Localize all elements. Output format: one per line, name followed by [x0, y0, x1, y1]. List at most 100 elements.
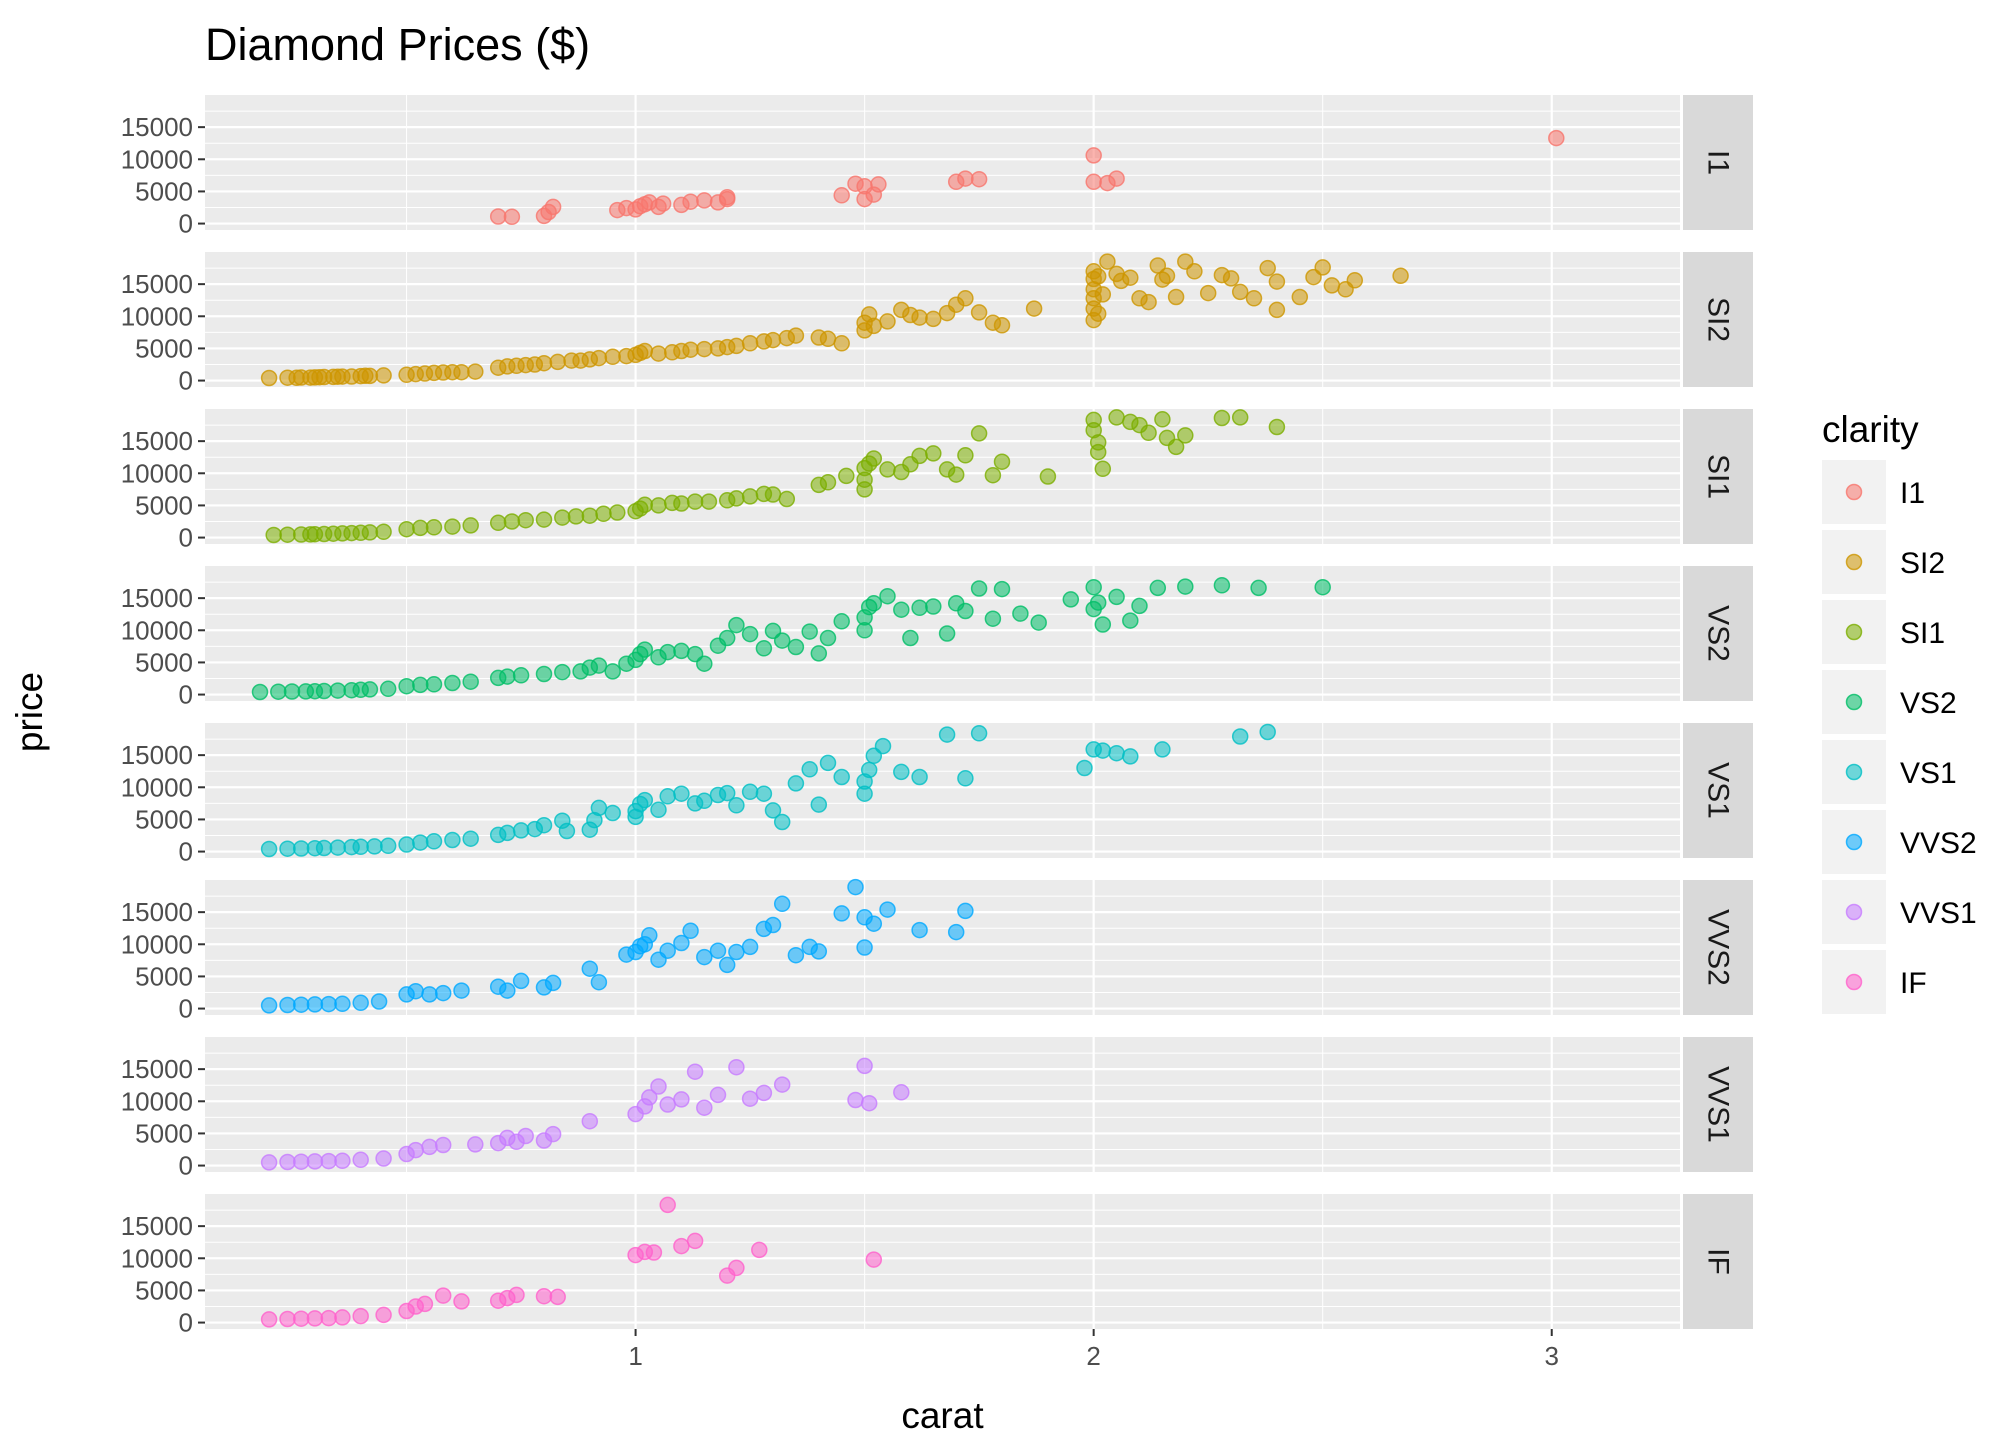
- data-point: [957, 290, 974, 307]
- data-point: [636, 641, 654, 658]
- data-point: [581, 1112, 599, 1130]
- facet-strip-label: I1: [1702, 150, 1735, 175]
- data-point: [773, 895, 791, 913]
- legend-label: SI2: [1900, 547, 1945, 580]
- data-point: [499, 824, 516, 842]
- data-point: [970, 170, 988, 188]
- data-point: [379, 837, 397, 855]
- data-point: [581, 507, 599, 524]
- data-point: [1177, 578, 1194, 595]
- data-point: [970, 580, 988, 597]
- data-point: [810, 645, 828, 662]
- legend: clarity I1 SI2 SI1 VS2 VS1 VVS2 VVS1 IF: [1822, 409, 1977, 1014]
- legend-key-point: [1845, 693, 1863, 711]
- data-point: [636, 342, 654, 360]
- data-point: [270, 683, 287, 700]
- data-point: [911, 921, 928, 939]
- data-point: [865, 595, 883, 612]
- data-point: [860, 761, 878, 779]
- data-point: [1231, 728, 1249, 745]
- data-point: [819, 629, 837, 647]
- data-point: [535, 665, 553, 683]
- data-point: [283, 683, 301, 700]
- y-tick-label: 15000: [121, 269, 193, 299]
- data-point: [984, 610, 1002, 627]
- data-point: [957, 770, 974, 787]
- data-point: [1259, 723, 1276, 741]
- data-point: [544, 1125, 562, 1143]
- data-point: [728, 337, 745, 355]
- data-point: [1094, 286, 1112, 303]
- data-point: [590, 657, 608, 674]
- data-point: [434, 1136, 452, 1154]
- data-point: [787, 327, 805, 344]
- data-point: [874, 737, 892, 755]
- data-point: [938, 726, 956, 743]
- data-point: [718, 784, 736, 802]
- data-point: [1085, 173, 1102, 191]
- data-point: [970, 725, 988, 742]
- chart-title: Diamond Prices ($): [205, 19, 590, 70]
- legend-key-point: [1845, 483, 1863, 501]
- data-point: [1094, 616, 1112, 633]
- data-point: [320, 1152, 337, 1170]
- data-point: [847, 1091, 864, 1109]
- data-point: [1177, 427, 1194, 444]
- data-point: [682, 193, 699, 210]
- data-point: [810, 796, 828, 813]
- data-point: [604, 348, 621, 366]
- data-point: [407, 1141, 424, 1159]
- y-tick-label: 0: [179, 994, 193, 1024]
- data-point: [870, 176, 887, 193]
- data-point: [1108, 744, 1125, 762]
- data-point: [279, 526, 296, 543]
- legend-key-point: [1845, 833, 1863, 851]
- legend-label: VS2: [1900, 687, 1957, 720]
- data-point: [1089, 305, 1107, 322]
- data-point: [590, 973, 608, 991]
- data-point: [421, 986, 438, 1003]
- data-point: [375, 1150, 392, 1167]
- data-point: [696, 655, 713, 672]
- data-point: [554, 509, 571, 526]
- data-point: [741, 1090, 759, 1107]
- data-point: [292, 1153, 310, 1170]
- data-point: [728, 490, 745, 507]
- x-tick-label: 2: [1086, 1341, 1100, 1371]
- data-point: [535, 816, 553, 834]
- data-point: [1089, 443, 1107, 461]
- data-point: [361, 524, 379, 541]
- data-point: [879, 461, 896, 478]
- legend-key-point: [1845, 973, 1863, 991]
- data-point: [728, 616, 745, 634]
- data-point: [260, 997, 278, 1014]
- y-tick-label: 0: [179, 1151, 193, 1181]
- data-point: [1122, 612, 1139, 629]
- legend-title: clarity: [1822, 409, 1919, 450]
- data-point: [379, 680, 397, 698]
- facet-strip-label: SI1: [1702, 454, 1735, 499]
- data-point: [590, 349, 608, 367]
- facet-strip-label: VS1: [1702, 762, 1735, 819]
- data-point: [641, 927, 658, 944]
- data-point: [512, 972, 530, 990]
- data-point: [444, 674, 461, 692]
- data-point: [650, 497, 667, 514]
- data-point: [467, 1136, 484, 1153]
- data-point: [489, 208, 507, 225]
- data-point: [801, 623, 818, 640]
- data-point: [1231, 409, 1249, 426]
- y-tick-label: 5000: [135, 804, 193, 834]
- data-point: [398, 677, 415, 695]
- data-point: [352, 994, 369, 1012]
- data-point: [755, 640, 773, 657]
- data-point: [1167, 288, 1185, 306]
- data-point: [1122, 269, 1139, 286]
- facet-strip: [1683, 252, 1753, 387]
- data-point: [375, 523, 392, 541]
- y-tick-label: 0: [179, 209, 193, 239]
- data-point: [1245, 290, 1263, 307]
- data-point: [512, 667, 530, 684]
